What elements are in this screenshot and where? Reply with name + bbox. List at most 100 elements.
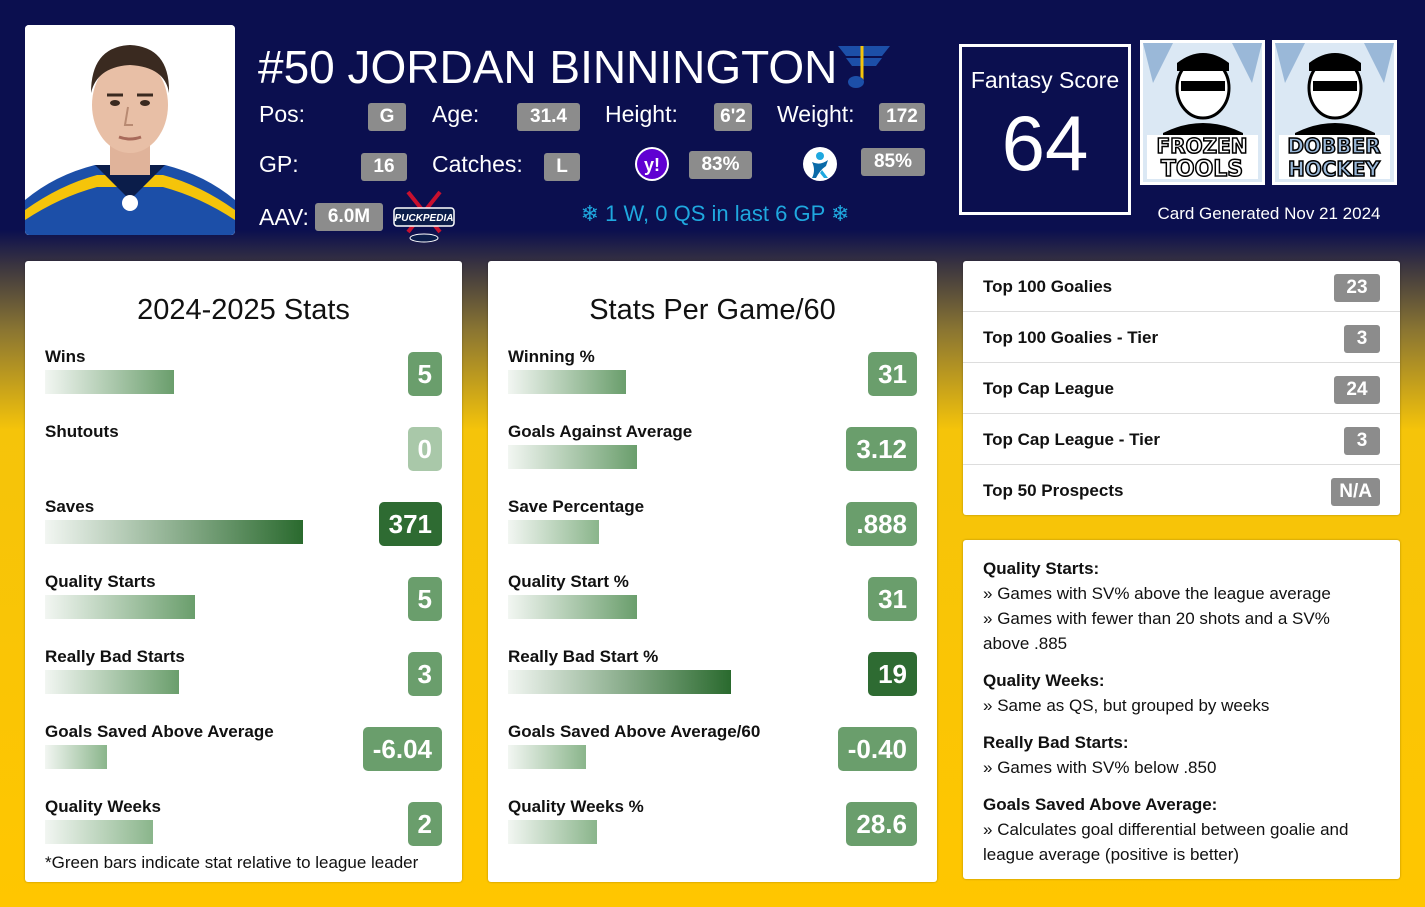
per-game-stat-label: Quality Weeks % <box>508 797 644 816</box>
legend-item-text: Calculates goal differential between goa… <box>983 820 1349 864</box>
season-stat-row: Shutouts 0 <box>45 422 442 482</box>
season-stat-bar <box>45 595 195 619</box>
season-stat-label: Shutouts <box>45 422 119 441</box>
svg-text:HOCKEY: HOCKEY <box>1288 157 1381 181</box>
player-photo <box>25 25 235 235</box>
height-badge: 6'2 <box>714 103 752 131</box>
legend-group: Quality Starts: » Games with SV% above th… <box>983 556 1380 656</box>
ranking-row: Top 100 Goalies 23 <box>963 261 1400 312</box>
season-stat-value-badge: 0 <box>407 427 442 471</box>
age-badge: 31.4 <box>517 103 580 131</box>
per-game-stat-bar <box>508 745 586 769</box>
legend-item-text: Games with fewer than 20 shots and a SV%… <box>983 609 1330 653</box>
svg-text:FROZEN: FROZEN <box>1157 134 1248 158</box>
per-game-stat-bar <box>508 670 731 694</box>
per-game-stat-value-badge: -0.40 <box>837 727 917 771</box>
per-game-stat-bar <box>508 595 637 619</box>
ranking-label: Top 100 Goalies <box>983 277 1113 296</box>
ranking-label: Top Cap League - Tier <box>983 430 1160 449</box>
legend-item: » Same as QS, but grouped by weeks <box>983 693 1380 718</box>
aav-badge: 6.0M <box>315 203 383 231</box>
per-game-stat-value-badge: 28.6 <box>846 802 917 846</box>
season-stats-panel: 2024-2025 Stats Wins 5 Shutouts 0 Saves 371 Qu… <box>25 261 462 882</box>
season-stat-bar <box>45 370 174 394</box>
per-game-stat-row: Goals Against Average 3.12 <box>508 422 917 482</box>
legend-heading: Goals Saved Above Average: <box>983 795 1218 814</box>
legend-group: Really Bad Starts: » Games with SV% below… <box>983 730 1380 780</box>
legend-group: Goals Saved Above Average: » Calculates g… <box>983 792 1380 867</box>
ranking-value-badge: 24 <box>1334 376 1380 404</box>
season-stat-label: Quality Weeks <box>45 797 161 816</box>
legend-heading: Really Bad Starts: <box>983 733 1129 752</box>
per-game-stat-bar <box>508 820 597 844</box>
season-stat-row: Quality Weeks 2 <box>45 797 442 857</box>
ranking-label: Top Cap League <box>983 379 1114 398</box>
legend-item-text: Games with SV% above the league average <box>997 584 1331 603</box>
season-stat-value-badge: 371 <box>378 502 442 546</box>
legend-item: » Games with SV% below .850 <box>983 755 1380 780</box>
ranking-value-badge: 23 <box>1334 274 1380 302</box>
ranking-row: Top Cap League 24 <box>963 363 1400 414</box>
espn-icon <box>802 146 838 182</box>
svg-text:DOBBER: DOBBER <box>1287 134 1380 158</box>
ranking-label: Top 100 Goalies - Tier <box>983 328 1159 347</box>
season-stat-label: Saves <box>45 497 95 516</box>
age-label: Age: <box>432 101 480 127</box>
season-stats-title: 2024-2025 Stats <box>137 294 350 326</box>
pos-label: Pos: <box>259 101 306 127</box>
chevron-right-icon: » <box>983 609 998 628</box>
per-game-stat-row: Really Bad Start % 19 <box>508 647 917 707</box>
per-game-stat-label: Really Bad Start % <box>508 647 659 666</box>
rankings-panel: Top 100 Goalies 23 Top 100 Goalies - Tier 3… <box>963 261 1400 515</box>
per-game-stat-bar <box>508 445 637 469</box>
season-stat-row: Goals Saved Above Average -6.04 <box>45 722 442 782</box>
per-game-stat-bar <box>508 520 599 544</box>
per-game-stat-label: Quality Start % <box>508 572 629 591</box>
season-stat-bar <box>45 520 303 544</box>
ranking-row: Top 50 Prospects N/A <box>963 465 1400 516</box>
weight-label: Weight: <box>777 101 855 127</box>
per-game-stat-value-badge: 31 <box>868 577 917 621</box>
fantasy-score-value: 64 <box>1001 99 1089 187</box>
per-game-stat-label: Goals Against Average <box>508 422 693 441</box>
ranking-value-badge: 3 <box>1344 427 1380 455</box>
season-stat-row: Wins 5 <box>45 347 442 407</box>
season-stat-value-badge: -6.04 <box>362 727 442 771</box>
per-game-stat-value-badge: 31 <box>868 352 917 396</box>
season-stat-bar <box>45 670 179 694</box>
per-game-stat-row: Quality Start % 31 <box>508 572 917 632</box>
espn-pct-badge: 85% <box>861 148 925 176</box>
ranking-row: Top Cap League - Tier 3 <box>963 414 1400 465</box>
season-stat-bar <box>45 745 107 769</box>
season-stat-value-badge: 3 <box>407 652 442 696</box>
per-game-title: Stats Per Game/60 <box>589 294 836 326</box>
height-label: Height: <box>605 101 678 127</box>
season-stat-value-badge: 5 <box>407 577 442 621</box>
legend-item: » Calculates goal differential between g… <box>983 817 1380 867</box>
season-stat-value-badge: 5 <box>407 352 442 396</box>
dobber-hockey-logo: DOBBER HOCKEY <box>1272 40 1397 185</box>
per-game-stat-row: Goals Saved Above Average/60 -0.40 <box>508 722 917 782</box>
season-stat-bar <box>45 820 153 844</box>
gp-label: GP: <box>259 151 299 177</box>
legend-heading: Quality Weeks: <box>983 671 1105 690</box>
legend-panel: Quality Starts: » Games with SV% above th… <box>963 540 1400 879</box>
weight-badge: 172 <box>879 103 925 131</box>
per-game-panel: Stats Per Game/60 Winning % 31 Goals Again… <box>488 261 937 882</box>
ranking-row: Top 100 Goalies - Tier 3 <box>963 312 1400 363</box>
chevron-right-icon: » <box>983 584 998 603</box>
pos-badge: G <box>368 103 406 131</box>
catches-label: Catches: <box>432 151 523 177</box>
footnote: *Green bars indicate stat relative to le… <box>45 853 419 872</box>
per-game-stat-row: Winning % 31 <box>508 347 917 407</box>
season-stat-row: Quality Starts 5 <box>45 572 442 632</box>
per-game-stat-value-badge: 3.12 <box>846 427 917 471</box>
per-game-stat-row: Save Percentage .888 <box>508 497 917 557</box>
puckpedia-logo: PUCKPEDIA <box>390 188 458 246</box>
yahoo-icon: y! <box>634 146 670 182</box>
ranking-value-badge: 3 <box>1344 325 1380 353</box>
frozen-tools-logo: FROZEN TOOLS <box>1140 40 1265 185</box>
legend-item: » Games with SV% above the league averag… <box>983 581 1380 606</box>
per-game-stat-value-badge: .888 <box>846 502 917 546</box>
svg-text:TOOLS: TOOLS <box>1161 157 1243 182</box>
